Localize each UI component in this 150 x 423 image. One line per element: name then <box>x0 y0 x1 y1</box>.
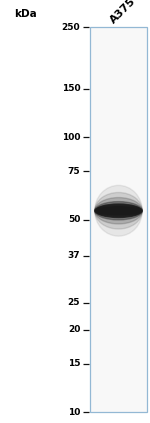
Text: 10: 10 <box>68 408 80 417</box>
Text: 250: 250 <box>62 23 80 32</box>
Text: 75: 75 <box>68 167 80 176</box>
Text: 15: 15 <box>68 360 80 368</box>
Text: 20: 20 <box>68 325 80 334</box>
Ellipse shape <box>96 207 141 215</box>
Text: 50: 50 <box>68 215 80 225</box>
Text: kDa: kDa <box>14 9 37 19</box>
Bar <box>90 27 147 412</box>
Ellipse shape <box>95 205 142 216</box>
Ellipse shape <box>95 192 142 229</box>
Ellipse shape <box>95 185 142 236</box>
Ellipse shape <box>95 198 142 224</box>
Text: 37: 37 <box>68 251 80 261</box>
Ellipse shape <box>95 204 142 217</box>
Text: 150: 150 <box>62 84 80 93</box>
Text: 25: 25 <box>68 298 80 308</box>
Text: A375: A375 <box>108 0 138 25</box>
Ellipse shape <box>95 202 142 220</box>
Text: 100: 100 <box>62 132 80 142</box>
